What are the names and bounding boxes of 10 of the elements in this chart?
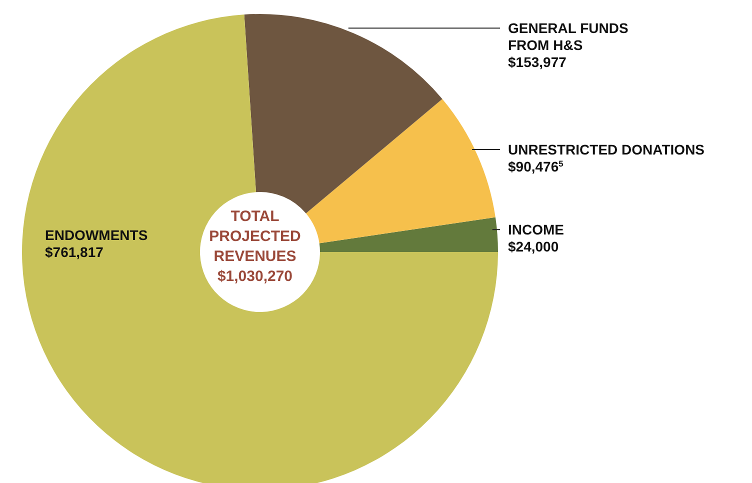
data-label: $153,977 (508, 54, 567, 70)
slice-label: UNRESTRICTED DONATIONS (508, 141, 705, 158)
slice-label: ENDOWMENTS (45, 227, 148, 243)
data-label: $90,476$^{5}$ (508, 158, 564, 174)
data-label: $761,817 (45, 244, 104, 260)
slice-label: GENERAL FUNDS FROM H&S (508, 20, 628, 54)
slice-label: INCOME (508, 222, 564, 238)
text: $1,030,270 (217, 268, 293, 285)
data-label: $24,000 (508, 238, 559, 255)
text: TOTAL PROJECTED REVENUES (209, 208, 302, 265)
